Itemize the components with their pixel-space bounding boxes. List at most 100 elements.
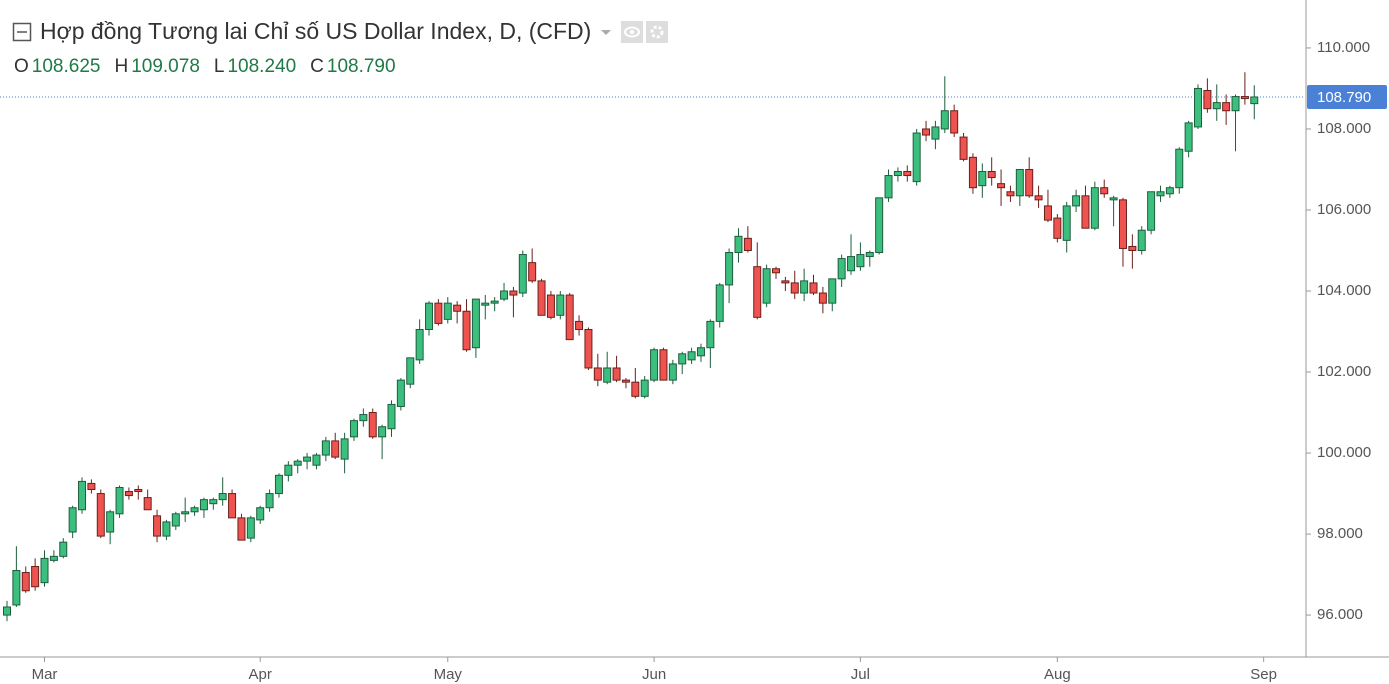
header: Hợp đồng Tương lai Chỉ số US Dollar Inde…	[12, 18, 669, 45]
candle-body	[3, 606, 11, 616]
ohlc-legend: O 108.625 H 109.078 L 108.240 C 108.790	[14, 56, 396, 78]
candle-body	[893, 170, 902, 177]
ohlc-key: L	[213, 56, 225, 77]
candle-body	[143, 497, 152, 511]
candle-body	[1175, 148, 1184, 189]
candle-body	[659, 349, 668, 381]
candle-body	[87, 482, 96, 491]
candle-body	[612, 367, 621, 381]
collapse-icon[interactable]	[12, 22, 32, 42]
candle-body	[331, 440, 340, 458]
candle-body	[950, 110, 959, 134]
x-tick-label: Sep	[1250, 666, 1277, 683]
y-tick-label: 102.000	[1317, 363, 1371, 380]
candle-body	[1231, 96, 1240, 112]
candle-body	[68, 507, 77, 533]
candle-body	[1034, 195, 1043, 201]
candle-body	[1053, 217, 1062, 239]
candle-body	[1203, 89, 1212, 110]
x-tick-label: Jul	[851, 666, 870, 683]
candle-body	[312, 454, 321, 466]
candle-body	[931, 126, 940, 140]
candle-body	[603, 367, 612, 383]
candle-body	[743, 237, 752, 251]
candle-body	[171, 513, 180, 527]
candle-body	[265, 493, 274, 509]
candle-body	[274, 474, 283, 495]
candle-body	[987, 170, 996, 179]
candle-body	[912, 132, 921, 183]
candle-body	[1015, 168, 1024, 197]
candle-body	[21, 572, 30, 592]
candle-body	[584, 328, 593, 369]
candle-body	[359, 414, 368, 422]
candle-body	[115, 486, 124, 515]
y-tick-label: 108.000	[1317, 120, 1371, 137]
candle-body	[940, 110, 949, 130]
candle-body	[621, 379, 630, 383]
candle-body	[650, 349, 659, 381]
candle-body	[106, 511, 115, 533]
candle-body	[1194, 87, 1203, 128]
candle-body	[1212, 102, 1221, 110]
x-tick-label: Mar	[32, 666, 58, 683]
candle-body	[837, 258, 846, 280]
candle-body	[1165, 187, 1174, 195]
chart-title: Hợp đồng Tương lai Chỉ số US Dollar Inde…	[40, 18, 592, 44]
candle-body	[1156, 191, 1165, 197]
candle-body	[715, 284, 724, 322]
ohlc-item: L 108.240	[214, 56, 296, 78]
candle-body	[1222, 102, 1231, 112]
candle-body	[49, 555, 58, 561]
candle-body	[78, 480, 87, 511]
candle-body	[800, 280, 809, 294]
candle-body	[922, 128, 931, 136]
candle-body	[1043, 205, 1052, 221]
ohlc-item: C 108.790	[310, 56, 395, 78]
candle-body	[434, 302, 443, 324]
candle-body	[809, 282, 818, 294]
candle-body	[781, 280, 790, 284]
candle-body	[706, 320, 715, 349]
ohlc-value: 108.240	[227, 56, 297, 77]
candle-body	[1118, 199, 1127, 249]
candle-body	[997, 183, 1006, 189]
candle-body	[1072, 195, 1081, 207]
candle-body	[228, 493, 237, 519]
candle-body	[818, 292, 827, 304]
candle-body	[790, 282, 799, 294]
candle-body	[565, 294, 574, 341]
candle-body	[425, 302, 434, 330]
candle-body	[509, 290, 518, 296]
candle-body	[1062, 205, 1071, 241]
candle-body	[593, 367, 602, 381]
ohlc-key: O	[14, 56, 29, 77]
candle-body	[518, 254, 527, 294]
candle-body	[884, 175, 893, 199]
candle-body	[96, 493, 105, 537]
candle-body	[31, 565, 40, 588]
ohlc-item: O 108.625	[14, 56, 100, 78]
ohlc-key: H	[114, 56, 129, 77]
candle-body	[134, 489, 143, 493]
candle-body	[387, 403, 396, 430]
candle-body	[753, 266, 762, 318]
ohlc-value: 108.790	[326, 56, 396, 77]
candle-body	[537, 280, 546, 316]
visibility-settings[interactable]	[621, 20, 669, 43]
last-price-label: 108.790	[1317, 89, 1371, 106]
candle-body	[865, 252, 874, 258]
candle-body	[340, 438, 349, 460]
last-price-box	[1307, 84, 1387, 109]
candle-body	[678, 353, 687, 365]
candle-body	[556, 294, 565, 316]
candle-body	[378, 426, 387, 438]
candle-body	[1137, 229, 1146, 251]
candle-body	[575, 320, 584, 330]
candle-body	[734, 235, 743, 254]
dropdown-arrow[interactable]	[599, 27, 613, 37]
candle-body	[349, 420, 358, 438]
candle-body	[284, 464, 293, 476]
